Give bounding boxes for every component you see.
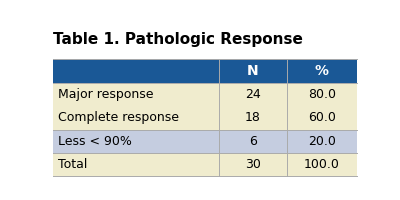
Text: 24: 24 — [245, 88, 261, 101]
Text: Table 1. Pathologic Response: Table 1. Pathologic Response — [53, 32, 303, 47]
Text: N: N — [247, 64, 259, 78]
Text: 100.0: 100.0 — [304, 158, 340, 171]
Bar — [53, 59, 357, 83]
Text: 30: 30 — [245, 158, 261, 171]
Text: 18: 18 — [245, 111, 261, 124]
Text: 20.0: 20.0 — [308, 135, 336, 148]
Bar — [53, 130, 357, 153]
Text: 6: 6 — [249, 135, 257, 148]
Text: %: % — [315, 64, 329, 78]
Text: Complete response: Complete response — [58, 111, 179, 124]
Bar — [53, 153, 357, 176]
Text: 60.0: 60.0 — [308, 111, 336, 124]
Text: Total: Total — [58, 158, 87, 171]
Text: 80.0: 80.0 — [308, 88, 336, 101]
Text: Less < 90%: Less < 90% — [58, 135, 132, 148]
Bar — [53, 83, 357, 130]
Text: Major response: Major response — [58, 88, 153, 101]
